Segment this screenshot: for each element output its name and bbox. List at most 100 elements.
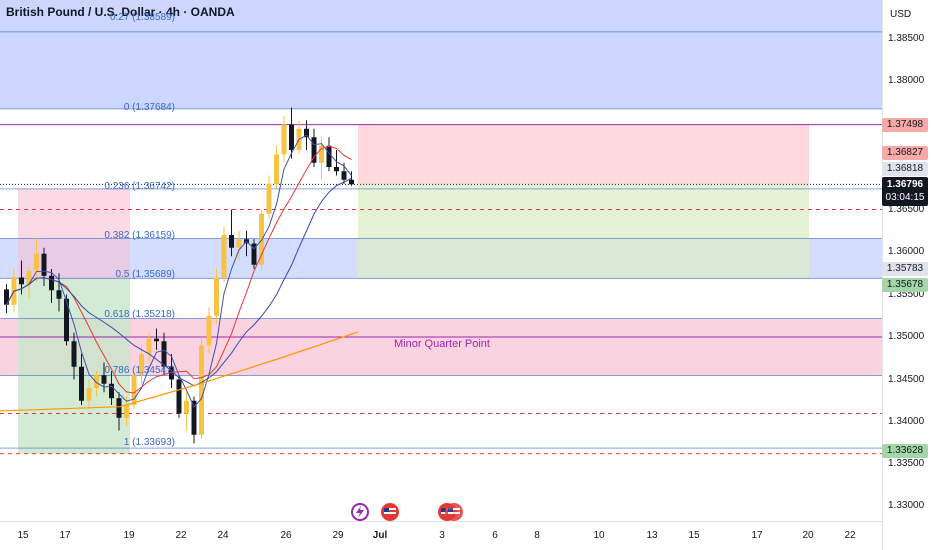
minor-quarter-point-label[interactable]: Minor Quarter Point xyxy=(394,338,490,350)
symbol-title[interactable]: British Pound / U.S. Dollar · 4h · OANDA xyxy=(6,5,235,19)
price-badge: 1.37498 xyxy=(882,118,928,132)
candle-body xyxy=(229,235,234,248)
price-tick: 1.33000 xyxy=(888,500,925,511)
candle-body xyxy=(146,338,152,354)
ma-line-blue xyxy=(6,134,352,409)
candle-body xyxy=(19,277,24,285)
price-tick: 1.34500 xyxy=(888,374,925,385)
stop-loss-zone xyxy=(358,124,809,185)
price-badge: 1.35678 xyxy=(882,278,928,292)
fib-label: 1 (1.33693) xyxy=(123,437,175,448)
time-tick: 17 xyxy=(59,530,71,541)
candle-body xyxy=(341,171,347,180)
time-tick: 15 xyxy=(17,530,29,541)
fib-label: 0.786 (1.34547) xyxy=(104,365,175,376)
candle-body xyxy=(319,145,324,163)
candle-body xyxy=(191,400,197,435)
countdown-timer: 03:04:15 xyxy=(885,192,925,203)
candle-body xyxy=(199,345,204,435)
time-tick: Jul xyxy=(372,530,388,541)
price-tick: 1.38500 xyxy=(888,33,925,44)
candle-body xyxy=(124,405,129,418)
time-tick: 24 xyxy=(217,530,229,541)
fib-label: 0.382 (1.36159) xyxy=(104,230,175,241)
candle-body xyxy=(176,379,182,414)
candle-body xyxy=(71,341,77,367)
candle-body xyxy=(289,124,294,150)
price-tick: 1.35500 xyxy=(888,289,925,300)
candle-body xyxy=(184,400,189,414)
us-flag-icon[interactable] xyxy=(445,503,463,521)
price-badge: 1.35783 xyxy=(882,262,928,276)
last-price-badge: 1.36796 03:04:15 xyxy=(882,177,928,206)
time-tick: 15 xyxy=(688,530,700,541)
candle-body xyxy=(56,290,62,299)
candle-body xyxy=(161,341,167,367)
ma-line-orange xyxy=(0,331,359,412)
time-tick: 10 xyxy=(593,530,605,541)
time-tick: 20 xyxy=(802,530,814,541)
candle-body xyxy=(109,383,114,399)
currency-label[interactable]: USD xyxy=(890,9,912,20)
candle-body xyxy=(139,354,144,376)
fib-label: 0.618 (1.35218) xyxy=(104,309,175,320)
bolt-icon[interactable] xyxy=(351,503,369,521)
time-tick: 13 xyxy=(646,530,658,541)
candle-body xyxy=(116,398,122,418)
price-badge: 1.36818 xyxy=(882,162,928,176)
price-badge: 1.36827 xyxy=(882,146,928,160)
price-tick: 1.36000 xyxy=(888,246,925,257)
candle-body xyxy=(266,184,272,214)
ma-line-red xyxy=(6,145,352,394)
time-tick: 3 xyxy=(439,530,445,541)
candle-body xyxy=(94,375,99,388)
candle-body xyxy=(311,137,317,163)
time-tick: 26 xyxy=(280,530,292,541)
price-tick: 1.35000 xyxy=(888,331,925,342)
candle-body xyxy=(101,375,107,384)
time-tick: 22 xyxy=(175,530,187,541)
time-tick: 29 xyxy=(332,530,344,541)
candle-body xyxy=(214,277,219,316)
candle-body xyxy=(131,375,137,405)
fib-label: 0.27 (1.38589) xyxy=(109,12,175,23)
candle-body xyxy=(206,315,212,346)
candle-body xyxy=(221,235,227,278)
ma-line-slow xyxy=(6,177,352,387)
price-tick: 1.33500 xyxy=(888,458,925,469)
fib-label: 0 (1.37684) xyxy=(123,102,175,113)
us-flag-icon[interactable] xyxy=(381,503,399,521)
candle-body xyxy=(64,298,69,342)
candle-body xyxy=(154,338,159,342)
take-profit-zone xyxy=(358,184,809,280)
price-tick: 1.34000 xyxy=(888,416,925,427)
candle-body xyxy=(169,366,174,380)
price-tick: 1.36500 xyxy=(888,204,925,215)
price-badge: 1.33628 xyxy=(882,444,928,458)
candle-body xyxy=(334,167,339,172)
time-tick: 6 xyxy=(492,530,498,541)
candle-body xyxy=(281,124,287,155)
candle-body xyxy=(349,179,354,185)
candle-body xyxy=(274,154,279,184)
candle-body xyxy=(4,289,9,305)
candle-body xyxy=(26,270,32,285)
candle-body xyxy=(34,253,39,271)
last-price-value: 1.36796 xyxy=(886,179,924,190)
candle-body xyxy=(86,388,92,401)
time-tick: 17 xyxy=(751,530,763,541)
time-tick: 22 xyxy=(844,530,856,541)
candle-body xyxy=(236,239,242,248)
candle-body xyxy=(326,145,332,167)
fib-label: 0.236 (1.36742) xyxy=(104,181,175,192)
price-tick: 1.38000 xyxy=(888,75,925,86)
fib-extension-zone xyxy=(0,0,882,109)
time-tick: 19 xyxy=(123,530,135,541)
fib-label: 0.5 (1.35689) xyxy=(115,269,176,280)
candle-body xyxy=(49,275,54,291)
candle-body xyxy=(304,128,309,138)
time-axis-border xyxy=(0,521,882,522)
candle-body xyxy=(41,253,47,276)
